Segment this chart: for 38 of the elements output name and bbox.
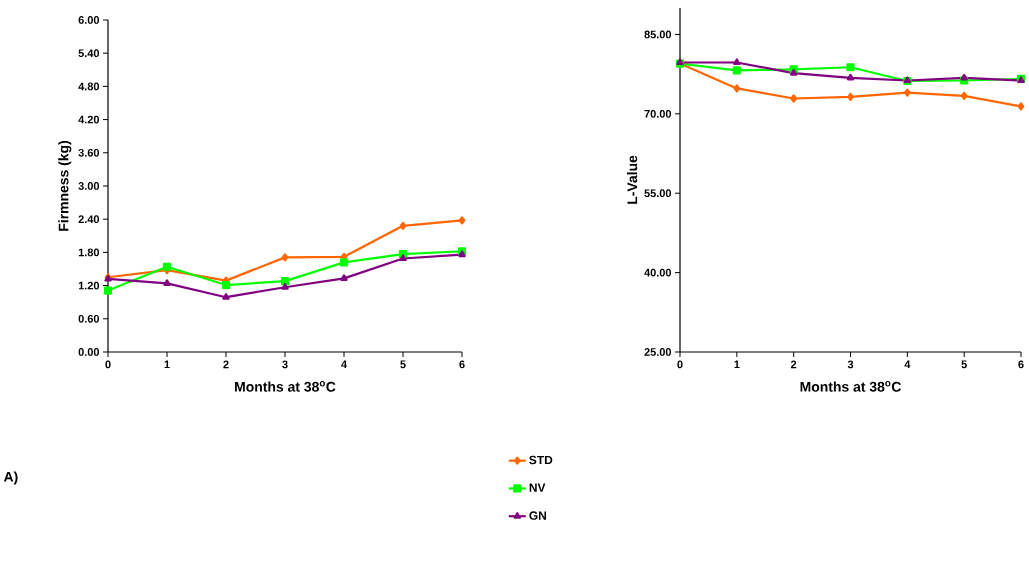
x-axis-title: Months at 38$^{o}$C: [235, 381, 336, 392]
y-tick-label: 5.40: [78, 49, 100, 58]
x-tick-label: 3: [847, 360, 854, 369]
x-tick-label: 2: [223, 360, 229, 369]
y-tick-label: 4.20: [78, 115, 100, 124]
x-tick-label: 5: [961, 360, 967, 369]
legend-label: STD: [529, 455, 553, 465]
x-tick-label: 1: [734, 360, 740, 369]
y-tick-label: 3.00: [78, 182, 100, 190]
y-tick-label: 25.00: [644, 348, 672, 356]
y-axis-title: Firmness (kg): [58, 140, 72, 231]
x-tick-label: 6: [1018, 360, 1024, 369]
x-tick-label: 0: [105, 360, 111, 369]
y-tick-label: 70.00: [644, 109, 672, 118]
y-axis-title: L-Value: [626, 155, 638, 204]
text: A): [3, 471, 18, 485]
x-tick-label: 4: [904, 360, 911, 369]
y-tick-label: 40.00: [644, 268, 672, 277]
y-tick-label: 4.80: [78, 82, 100, 91]
y-tick-label: 1.80: [78, 248, 100, 257]
legend-label: NV: [529, 483, 546, 492]
y-tick-label: 85.00: [644, 30, 672, 39]
y-tick-label: 3.60: [78, 148, 100, 157]
x-tick-label: 6: [459, 360, 465, 369]
x-tick-label: 4: [341, 360, 347, 369]
y-tick-label: 2.40: [78, 215, 100, 224]
x-tick-label: 0: [677, 360, 683, 369]
x-tick-label: 3: [282, 360, 288, 369]
legend-label: GN: [529, 511, 546, 520]
y-tick-label: 0.60: [78, 314, 100, 323]
y-tick-label: 0.00: [78, 348, 100, 356]
x-tick-label: 1: [164, 360, 170, 369]
y-tick-label: 55.00: [644, 189, 672, 198]
y-tick-label: 1.20: [78, 281, 100, 290]
x-axis-title: Months at 38$^{o}$C: [800, 381, 902, 392]
y-tick-label: 6.00: [78, 16, 100, 24]
x-tick-label: 2: [791, 360, 797, 369]
x-tick-label: 5: [400, 360, 406, 369]
